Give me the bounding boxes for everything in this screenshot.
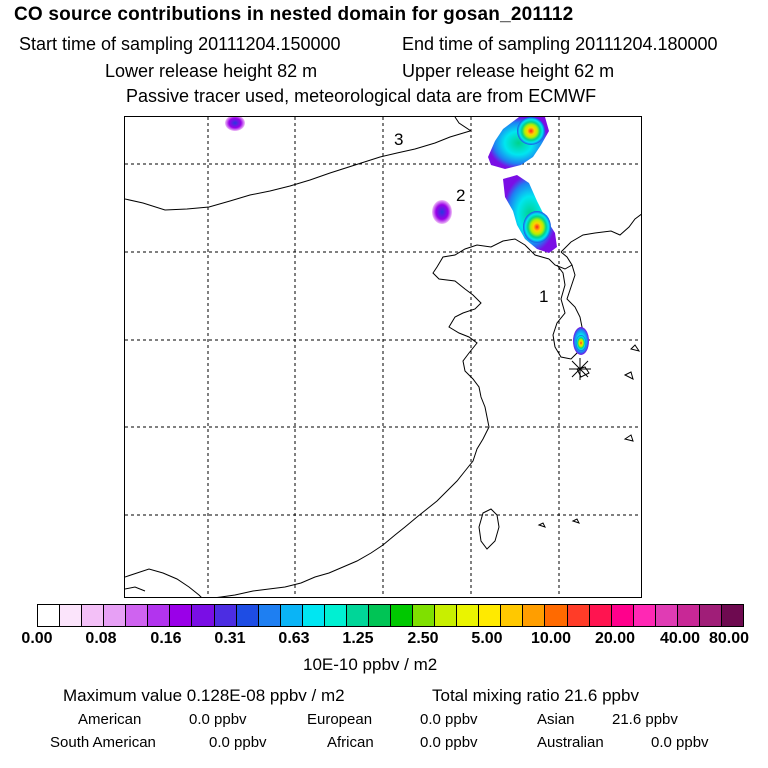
grid-lines <box>125 117 641 597</box>
region-value: 0.0 ppbv <box>420 711 478 728</box>
coastline-island <box>630 344 641 352</box>
colorbar-tick-label: 0.63 <box>278 630 310 647</box>
colorbar-swatch <box>302 605 325 626</box>
plume-central-core <box>523 211 551 243</box>
region-value: 0.0 ppbv <box>651 734 709 751</box>
colorbar-swatch <box>148 605 171 626</box>
colorbar-swatch <box>501 605 524 626</box>
colorbar <box>37 604 744 627</box>
plume-north-core <box>517 117 545 145</box>
colorbar-swatch <box>479 605 502 626</box>
colorbar-swatch <box>126 605 149 626</box>
total-mixing-ratio-label: Total mixing ratio 21.6 ppbv <box>432 686 639 705</box>
colorbar-tick-label: 0.00 <box>21 630 53 647</box>
colorbar-swatch <box>633 605 656 626</box>
colorbar-swatch <box>280 605 303 626</box>
colorbar-swatch <box>192 605 215 626</box>
map-panel: 1 2 3 <box>124 116 642 598</box>
coastline-island <box>571 518 580 524</box>
colorbar-swatch <box>258 605 281 626</box>
coastline-island <box>623 371 634 380</box>
coastline-manchuria <box>560 213 641 253</box>
colorbar-swatch <box>368 605 391 626</box>
colorbar-swatch <box>170 605 193 626</box>
colorbar-swatch <box>677 605 700 626</box>
region-value: 21.6 ppbv <box>612 711 678 728</box>
coastlines <box>125 117 641 597</box>
colorbar-tick-label: 40.00 <box>659 630 701 647</box>
colorbar-swatch <box>655 605 678 626</box>
map-label-3: 3 <box>394 130 403 149</box>
border-line <box>125 130 471 211</box>
colorbar-swatch <box>721 605 743 626</box>
colorbar-swatch <box>38 605 61 626</box>
coastline-island <box>537 522 546 528</box>
region-value: 0.0 ppbv <box>189 711 247 728</box>
plot-title: CO source contributions in nested domain… <box>14 4 574 25</box>
plume-spot-top <box>225 117 245 131</box>
colorbar-tick-label: 1.25 <box>342 630 374 647</box>
map-canvas: 1 2 3 <box>125 117 641 597</box>
colorbar-swatch <box>104 605 127 626</box>
plume-contours <box>225 117 589 355</box>
region-name: Asian <box>537 711 575 728</box>
colorbar-swatch <box>699 605 722 626</box>
colorbar-swatch <box>545 605 568 626</box>
colorbar-tick-label: 0.08 <box>85 630 117 647</box>
colorbar-tick-label: 0.16 <box>150 630 182 647</box>
colorbar-swatch <box>611 605 634 626</box>
border-line <box>454 117 472 132</box>
colorbar-swatch <box>324 605 347 626</box>
colorbar-swatch <box>82 605 105 626</box>
region-name: South American <box>50 734 156 751</box>
coastline-island <box>623 434 634 442</box>
colorbar-swatch <box>214 605 237 626</box>
colorbar-swatch <box>523 605 546 626</box>
plume-korea-core <box>576 335 586 351</box>
colorbar-tick-label: 10.00 <box>530 630 572 647</box>
colorbar-swatch <box>60 605 83 626</box>
region-name: American <box>78 711 142 728</box>
tracer-note: Passive tracer used, meteorological data… <box>126 86 597 106</box>
colorbar-tick-label: 5.00 <box>471 630 503 647</box>
map-label-1: 1 <box>539 287 548 306</box>
coastline-china <box>216 238 550 597</box>
colorbar-tick-label: 2.50 <box>407 630 439 647</box>
receptor-marker <box>569 358 591 380</box>
plume-spot-2 <box>432 200 452 224</box>
region-name: Australian <box>537 734 604 751</box>
colorbar-swatch <box>413 605 436 626</box>
region-name: African <box>327 734 374 751</box>
border-line <box>125 568 202 597</box>
map-label-2: 2 <box>456 186 465 205</box>
region-name: European <box>307 711 373 728</box>
end-time-label: End time of sampling 20111204.180000 <box>402 34 718 54</box>
lower-release-height-label: Lower release height 82 m <box>105 61 318 81</box>
colorbar-units: 10E-10 ppbv / m2 <box>303 655 438 674</box>
colorbar-tick-label: 20.00 <box>594 630 636 647</box>
start-time-label: Start time of sampling 20111204.150000 <box>19 34 341 54</box>
region-value: 0.0 ppbv <box>420 734 478 751</box>
colorbar-swatch <box>567 605 590 626</box>
coastline-korea <box>548 251 573 270</box>
colorbar-tick-label: 80.00 <box>708 630 750 647</box>
coastline-korea-peninsula <box>552 264 586 360</box>
border-line <box>125 586 146 592</box>
region-value: 0.0 ppbv <box>209 734 267 751</box>
colorbar-swatch <box>589 605 612 626</box>
max-value-label: Maximum value 0.128E-08 ppbv / m2 <box>63 686 345 705</box>
colorbar-swatch <box>457 605 480 626</box>
colorbar-swatch <box>435 605 458 626</box>
colorbar-tick-label: 0.31 <box>214 630 246 647</box>
colorbar-swatch <box>391 605 414 626</box>
colorbar-swatch <box>236 605 259 626</box>
coastline-taiwan <box>478 508 500 550</box>
upper-release-height-label: Upper release height 62 m <box>402 61 615 81</box>
colorbar-swatch <box>346 605 369 626</box>
